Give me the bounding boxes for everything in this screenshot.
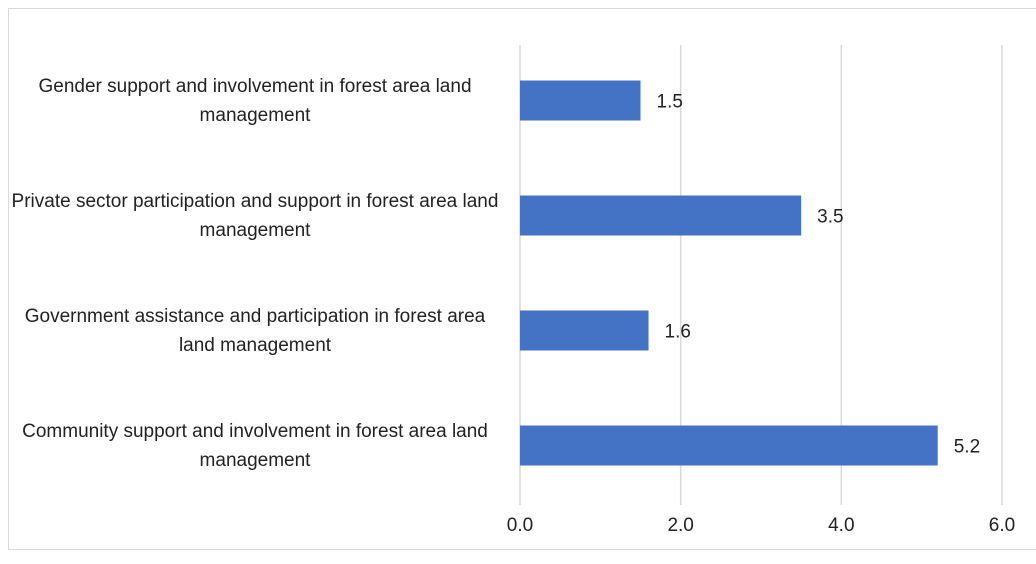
x-tick-label: 6.0 <box>989 515 1015 536</box>
x-tick-label: 4.0 <box>828 515 854 536</box>
bar <box>520 310 649 351</box>
chart-border <box>8 8 1036 550</box>
bar <box>520 425 938 466</box>
data-label: 1.5 <box>657 92 683 113</box>
data-label: 1.6 <box>665 322 691 343</box>
y-tick-label: Community support and involvement in for… <box>22 420 488 471</box>
data-label: 5.2 <box>954 437 980 458</box>
x-tick-label: 2.0 <box>667 515 693 536</box>
bar <box>520 195 802 236</box>
y-tick-label: Gender support and involvement in forest… <box>38 75 472 126</box>
y-tick-label: Government assistance and participation … <box>24 305 486 356</box>
y-tick-label: Private sector participation and support… <box>11 190 499 241</box>
data-label: 3.5 <box>817 207 843 228</box>
bar <box>520 80 641 121</box>
x-tick-label: 0.0 <box>507 515 533 536</box>
